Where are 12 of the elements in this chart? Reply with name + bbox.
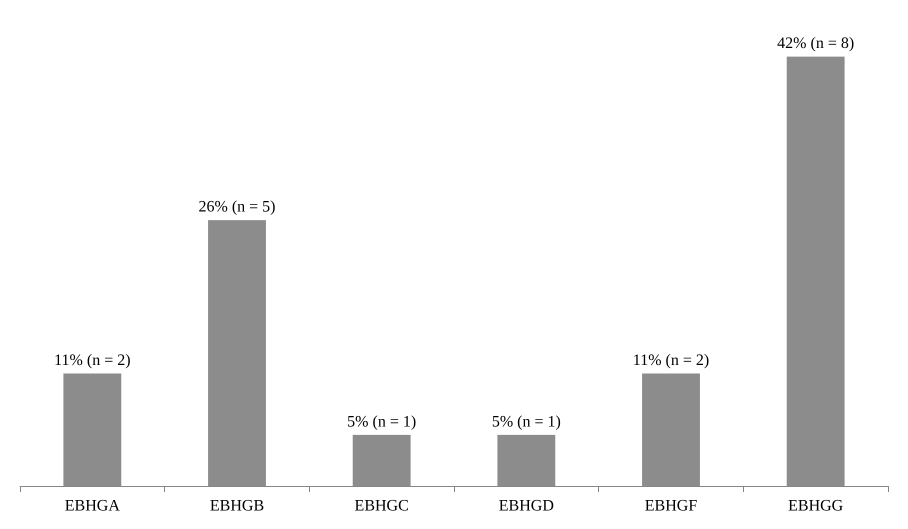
- x-tick-label: EBHGC: [354, 498, 409, 514]
- x-tick-label: EBHGB: [210, 498, 264, 514]
- x-tick-label: EBHGF: [644, 498, 698, 514]
- x-tick-label: EBHGD: [498, 498, 554, 514]
- x-tick-label: EBHGG: [788, 498, 844, 514]
- data-label: 42% (n = 8): [777, 35, 854, 52]
- data-label: 5% (n = 1): [492, 413, 561, 430]
- data-label: 26% (n = 5): [198, 198, 276, 216]
- data-label: 11% (n = 2): [632, 352, 710, 370]
- data-label: 11% (n = 2): [54, 352, 131, 370]
- data-label: 5% (n = 1): [347, 413, 416, 430]
- x-tick-label: EBHGA: [64, 498, 120, 514]
